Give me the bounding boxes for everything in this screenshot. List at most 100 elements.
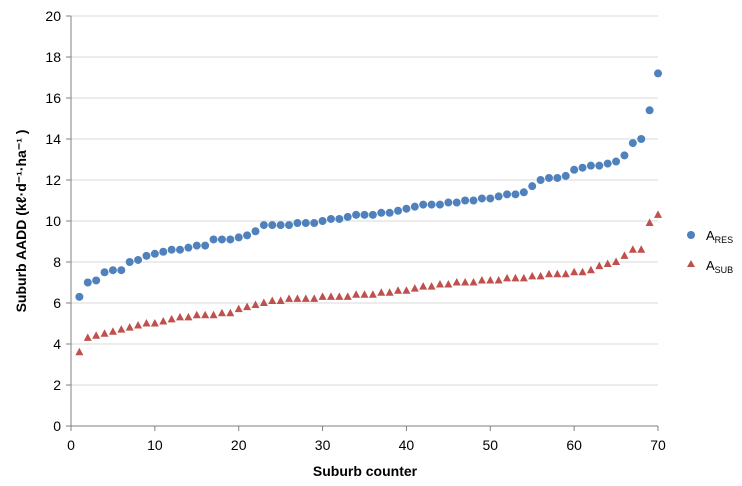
data-point bbox=[427, 282, 436, 290]
data-point bbox=[419, 282, 428, 290]
data-point bbox=[511, 273, 520, 282]
data-point bbox=[377, 208, 386, 217]
data-point bbox=[586, 265, 595, 274]
data-point bbox=[603, 159, 612, 168]
data-point bbox=[553, 269, 562, 278]
data-point bbox=[176, 245, 185, 254]
data-point bbox=[83, 333, 92, 341]
data-point bbox=[385, 288, 394, 296]
data-point bbox=[326, 214, 335, 223]
data-point bbox=[150, 249, 159, 258]
data-point bbox=[310, 219, 319, 228]
data-point bbox=[75, 292, 84, 301]
data-point bbox=[192, 241, 201, 250]
data-point bbox=[645, 218, 654, 227]
data-point bbox=[251, 300, 260, 309]
data-point bbox=[452, 278, 461, 286]
data-point bbox=[293, 294, 302, 302]
data-point bbox=[293, 219, 302, 228]
data-point bbox=[301, 294, 310, 302]
data-point bbox=[268, 296, 277, 304]
data-point bbox=[142, 251, 151, 260]
data-point bbox=[578, 267, 587, 276]
data-point bbox=[318, 217, 327, 225]
legend-item-ares: ARES bbox=[687, 228, 733, 245]
data-point bbox=[368, 210, 377, 219]
data-point bbox=[234, 304, 243, 313]
data-point bbox=[620, 251, 629, 259]
data-point bbox=[360, 210, 369, 219]
data-point bbox=[259, 221, 268, 230]
data-point bbox=[435, 280, 444, 288]
data-point bbox=[603, 259, 612, 268]
data-point bbox=[612, 157, 621, 166]
data-point bbox=[134, 255, 143, 264]
data-point bbox=[150, 319, 159, 327]
data-point bbox=[620, 151, 629, 160]
data-point bbox=[100, 268, 109, 277]
x-axis-title: Suburb counter bbox=[313, 463, 418, 479]
data-point bbox=[92, 276, 101, 285]
legend-label-asub-main: A bbox=[706, 258, 715, 273]
series-a-sub bbox=[75, 210, 662, 356]
data-point bbox=[352, 210, 361, 219]
data-point bbox=[159, 247, 168, 256]
data-point bbox=[528, 182, 537, 191]
data-point bbox=[125, 323, 134, 331]
data-point bbox=[83, 278, 92, 287]
data-point bbox=[402, 286, 411, 294]
data-point bbox=[108, 327, 117, 335]
data-point bbox=[486, 275, 495, 284]
y-tick-label: 0 bbox=[53, 418, 61, 434]
data-point bbox=[410, 284, 419, 292]
data-point bbox=[637, 245, 646, 253]
data-point bbox=[201, 241, 210, 250]
y-tick-label: 2 bbox=[53, 377, 61, 393]
data-point bbox=[318, 292, 327, 300]
data-point bbox=[628, 139, 637, 148]
data-point bbox=[469, 278, 478, 286]
data-point bbox=[536, 271, 545, 280]
data-point bbox=[444, 280, 453, 288]
x-tick-label: 0 bbox=[67, 437, 75, 453]
data-point bbox=[461, 196, 470, 205]
data-point bbox=[117, 266, 126, 275]
data-point bbox=[276, 221, 285, 230]
data-point bbox=[92, 331, 101, 339]
data-point bbox=[570, 267, 579, 276]
data-point bbox=[595, 261, 604, 270]
data-point bbox=[125, 258, 134, 266]
x-tick-label: 40 bbox=[399, 437, 415, 453]
data-point bbox=[612, 257, 621, 265]
data-point bbox=[167, 245, 176, 254]
data-point bbox=[117, 325, 126, 333]
y-tick-label: 8 bbox=[53, 254, 61, 270]
y-tick-label: 20 bbox=[45, 8, 61, 24]
x-tick-label: 50 bbox=[482, 437, 498, 453]
data-point bbox=[570, 165, 579, 174]
data-point bbox=[326, 292, 335, 300]
data-point bbox=[142, 319, 151, 327]
data-point bbox=[402, 204, 411, 213]
data-point bbox=[544, 269, 553, 278]
data-point bbox=[167, 314, 176, 323]
data-point bbox=[259, 298, 268, 306]
y-tick-label: 14 bbox=[45, 131, 61, 147]
legend-label-ares-sub: RES bbox=[715, 235, 734, 245]
legend-label-asub-sub: SUB bbox=[715, 265, 734, 275]
data-point bbox=[561, 171, 570, 180]
x-tick-label: 60 bbox=[566, 437, 582, 453]
y-tick-label: 10 bbox=[45, 213, 61, 229]
data-point bbox=[209, 235, 218, 244]
data-point bbox=[360, 290, 369, 298]
data-point bbox=[494, 192, 503, 201]
data-point bbox=[394, 206, 403, 215]
data-point bbox=[637, 135, 646, 143]
data-point bbox=[217, 308, 226, 317]
x-tick-label: 20 bbox=[231, 437, 247, 453]
data-point bbox=[486, 194, 495, 203]
data-point bbox=[251, 227, 260, 236]
data-point bbox=[385, 208, 394, 217]
legend-label-ares-main: A bbox=[706, 228, 715, 243]
